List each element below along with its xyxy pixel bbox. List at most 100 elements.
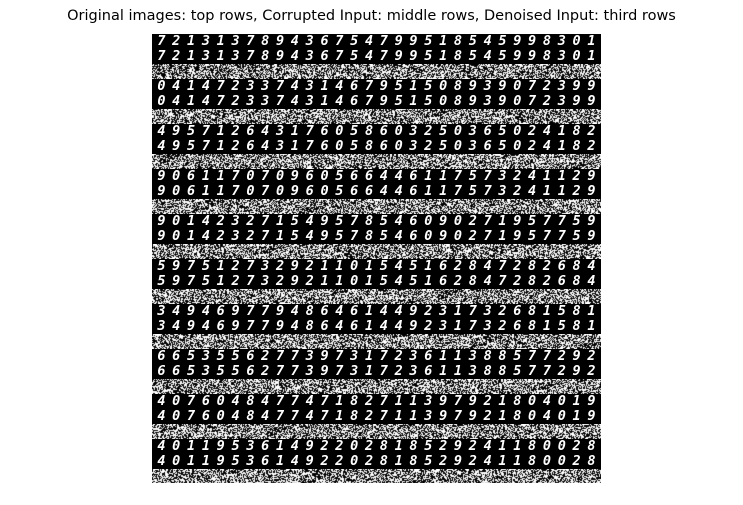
digit-cell: 6 bbox=[439, 258, 448, 274]
digit-cell: 2 bbox=[335, 453, 344, 469]
digit-cell: 7 bbox=[231, 183, 240, 199]
digit-cell: 3 bbox=[201, 363, 210, 379]
digit-cell: 1 bbox=[216, 48, 225, 64]
digit-cell: 7 bbox=[379, 363, 388, 379]
digit-cell: 7 bbox=[261, 213, 270, 229]
digit-cell: 1 bbox=[187, 228, 196, 244]
digit-cell: 5 bbox=[290, 228, 299, 244]
digit-cell: 8 bbox=[364, 228, 374, 244]
digit-cell: 9 bbox=[379, 78, 388, 94]
digit-cell: 6 bbox=[172, 363, 181, 379]
digit-cell: 2 bbox=[557, 348, 566, 364]
digit-cell: 4 bbox=[157, 123, 166, 139]
digit-cell: 2 bbox=[513, 273, 522, 289]
digit-cell: 8 bbox=[350, 408, 359, 424]
digit-cell: 7 bbox=[483, 168, 492, 184]
digit-cell: 1 bbox=[513, 453, 522, 469]
digit-cell: 5 bbox=[468, 183, 477, 199]
digit-cell: 2 bbox=[261, 363, 270, 379]
digit-cell: 7 bbox=[201, 123, 210, 139]
digit-cell: 4 bbox=[394, 168, 403, 184]
digit-cell: 8 bbox=[305, 318, 314, 334]
digit-cell: 8 bbox=[572, 273, 581, 289]
digit-cell: 8 bbox=[468, 258, 477, 274]
digit-cell: 4 bbox=[379, 318, 388, 334]
digit-cell: 9 bbox=[379, 93, 388, 109]
digit-cell: 7 bbox=[498, 258, 507, 274]
digit-cell: 2 bbox=[364, 453, 374, 469]
digit-cell: 5 bbox=[216, 363, 225, 379]
digit-cell: 2 bbox=[172, 48, 181, 64]
digit-cell: 8 bbox=[453, 48, 463, 64]
digit-cell: 6 bbox=[261, 438, 270, 454]
digit-cell: 3 bbox=[439, 303, 448, 319]
digit-cell: 1 bbox=[587, 34, 596, 49]
digit-cell: 1 bbox=[453, 318, 463, 334]
digit-cell: 5 bbox=[468, 48, 477, 64]
digit-cell: 0 bbox=[335, 123, 344, 139]
digit-cell: 6 bbox=[350, 183, 359, 199]
digit-cell: 3 bbox=[483, 93, 492, 109]
digit-cell: 6 bbox=[350, 78, 359, 94]
digit-cell: 1 bbox=[453, 348, 463, 364]
digit-cell: 1 bbox=[290, 123, 299, 139]
digit-cell: 3 bbox=[246, 78, 255, 94]
digit-cell: 2 bbox=[468, 438, 477, 454]
digit-cell: 2 bbox=[468, 453, 477, 469]
digit-cell: 0 bbox=[424, 228, 433, 244]
digit-cell: 0 bbox=[453, 138, 463, 154]
digit-cell: 7 bbox=[379, 348, 388, 364]
digit-cell: 2 bbox=[513, 258, 522, 274]
digit-cell: 3 bbox=[261, 93, 270, 109]
digit-cell: 8 bbox=[528, 318, 537, 334]
digit-cell: 7 bbox=[305, 123, 314, 139]
digit-cell: 5 bbox=[394, 93, 403, 109]
digit-cell: 9 bbox=[587, 213, 596, 229]
digit-cell: 0 bbox=[350, 258, 359, 274]
digit-cell: 9 bbox=[468, 393, 477, 409]
digit-cell: 2 bbox=[246, 228, 255, 244]
digit-cell: 0 bbox=[424, 213, 433, 229]
digit-cell: 7 bbox=[261, 183, 270, 199]
digit-cell: 6 bbox=[483, 138, 492, 154]
digit-cell: 8 bbox=[261, 48, 270, 64]
digit-cell: 2 bbox=[231, 93, 240, 109]
digit-cell: 0 bbox=[172, 393, 181, 409]
digit-cell: 1 bbox=[201, 453, 210, 469]
digit-cell: 7 bbox=[187, 258, 196, 274]
digit-cell: 5 bbox=[498, 48, 507, 64]
digit-cell: 1 bbox=[201, 183, 210, 199]
digit-cell: 2 bbox=[557, 363, 566, 379]
digit-cell: 6 bbox=[305, 183, 314, 199]
digit-cell: 1 bbox=[394, 453, 403, 469]
digit-cell: 8 bbox=[453, 93, 463, 109]
digit-cell: 0 bbox=[275, 168, 285, 184]
digit-cell: 4 bbox=[290, 303, 299, 319]
digit-cell: 0 bbox=[439, 93, 448, 109]
digit-cell: 8 bbox=[572, 318, 581, 334]
digit-cell: 7 bbox=[261, 168, 270, 184]
digit-cell: 2 bbox=[424, 138, 433, 154]
digit-cell: 0 bbox=[394, 138, 403, 154]
digit-cell: 4 bbox=[394, 183, 403, 199]
digit-cell: 7 bbox=[216, 93, 225, 109]
digit-cell: 4 bbox=[157, 138, 166, 154]
digit-cell: 7 bbox=[453, 168, 463, 184]
digit-cell: 1 bbox=[439, 363, 448, 379]
digit-cell: 1 bbox=[439, 48, 448, 64]
digit-cell: 6 bbox=[320, 34, 329, 49]
digit-cell: 9 bbox=[572, 348, 581, 364]
digit-cell: 4 bbox=[172, 78, 181, 94]
digit-cell: 1 bbox=[409, 78, 418, 94]
digit-cell: 8 bbox=[528, 438, 537, 454]
digit-cell: 1 bbox=[557, 183, 566, 199]
corrupted-noise-row bbox=[152, 289, 601, 304]
digit-cell: 3 bbox=[246, 438, 255, 454]
digit-cell: 0 bbox=[453, 213, 463, 229]
digit-cell: 4 bbox=[201, 303, 210, 319]
digit-cell: 7 bbox=[320, 393, 329, 409]
